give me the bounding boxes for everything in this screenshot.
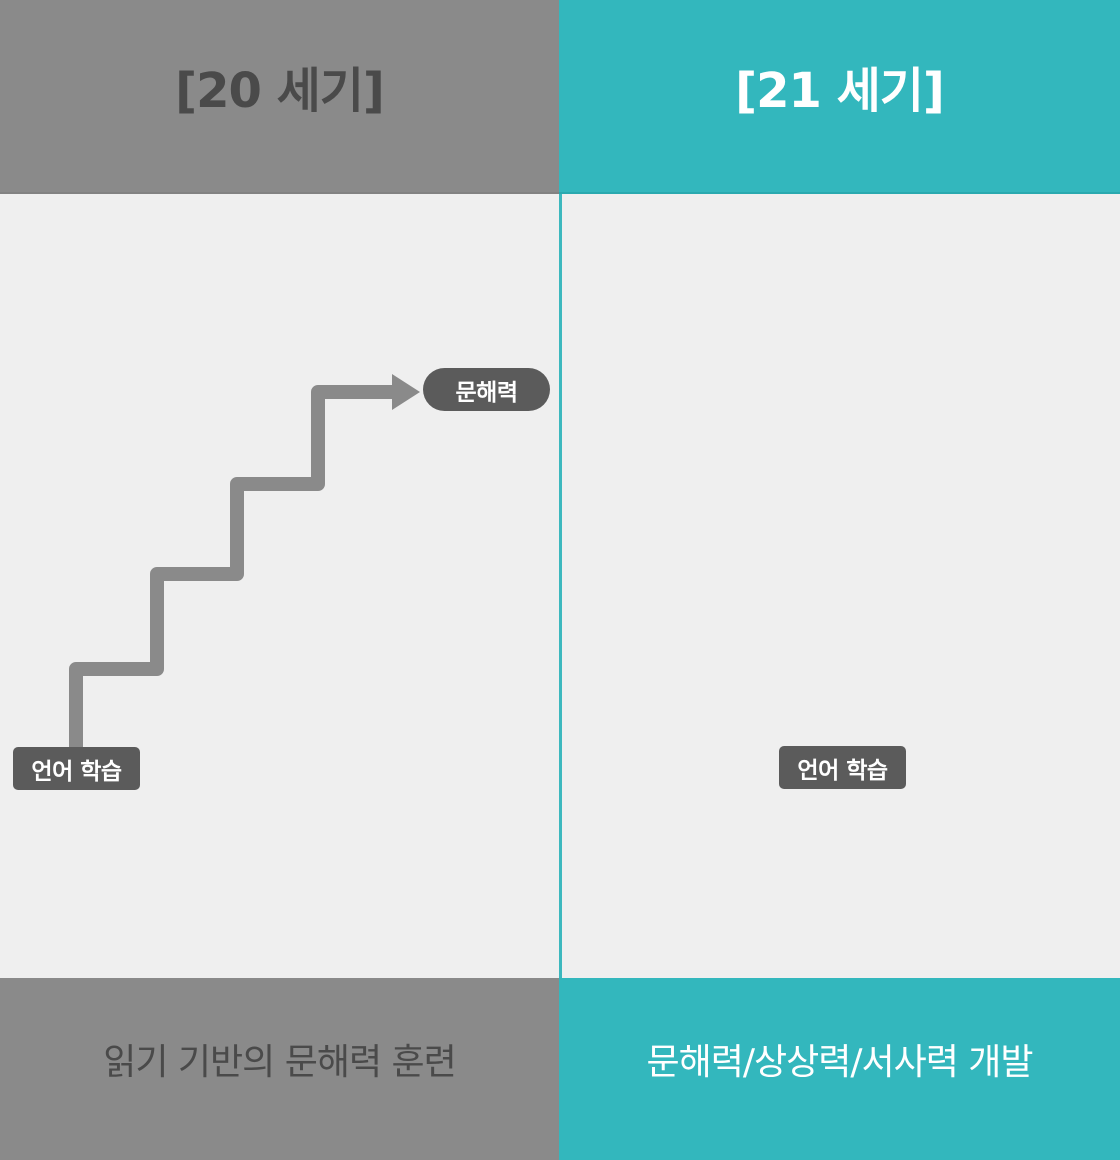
header-title-21st: [21 세기] xyxy=(735,63,945,119)
panel-divider xyxy=(559,194,562,978)
footer-text-20th: 읽기 기반의 문해력 훈련 xyxy=(103,1042,457,1083)
literacy-label: 문해력 xyxy=(423,368,550,411)
language-learning-label-right: 언어 학습 xyxy=(779,746,906,789)
arrow-head xyxy=(392,374,420,410)
panel-20th-century xyxy=(0,196,559,978)
footer-21st-century: 문해력/상상력/서사력 개발 xyxy=(559,978,1120,1160)
header-title-20th: [20 세기] xyxy=(175,63,385,119)
header-21st-century: [21 세기] xyxy=(559,0,1120,194)
staircase-arrow xyxy=(69,374,420,748)
footer-20th-century: 읽기 기반의 문해력 훈련 xyxy=(0,978,559,1160)
header-20th-century: [20 세기] xyxy=(0,0,559,194)
language-learning-label-left: 언어 학습 xyxy=(13,747,140,790)
footer-text-21st: 문해력/상상력/서사력 개발 xyxy=(646,1042,1033,1083)
panel-21st-century xyxy=(559,196,1120,978)
staircase-line xyxy=(69,385,400,748)
